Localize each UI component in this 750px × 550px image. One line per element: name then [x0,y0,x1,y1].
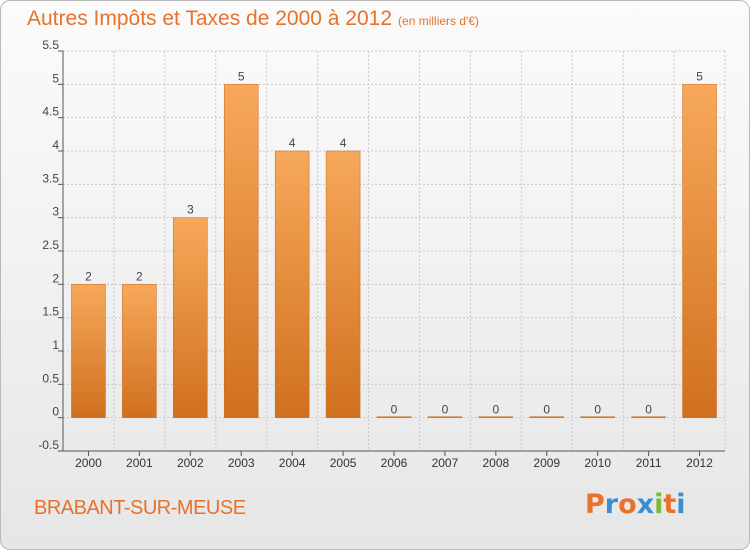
data-label-2004: 4 [289,136,296,150]
place-name: BRABANT-SUR-MEUSE [34,497,246,519]
y-tick-label: 2.5 [42,238,59,252]
labels: -0.5 0 0.5 1 1.5 2 2.5 3 3.5 4 4.5 5 5.5 2 2000 2 2001 3 2… [38,38,713,470]
x-tick-label-2009: 2009 [533,456,560,470]
logo-letter: t [663,489,677,520]
y-tick-label: 5 [52,71,59,85]
y-tick-label: 3.5 [42,171,59,185]
bar-2001 [122,284,157,418]
y-tick-label: 1.5 [42,305,59,319]
x-tick-label-2003: 2003 [228,456,255,470]
logo-letter: o [618,489,637,520]
data-label-2003: 5 [238,69,245,83]
axes [58,50,725,456]
x-tick-label-2011: 2011 [636,456,662,470]
chart-title-text: Autres Impôts et Taxes de 2000 à 2012 [27,7,393,30]
bar-2011 [631,416,666,418]
data-label-2005: 4 [340,136,347,150]
x-tick-label-2000: 2000 [75,456,102,470]
bar-2002 [173,217,208,418]
logo-letter: i [654,489,664,520]
logo-letter: i [676,489,686,520]
proxiti-logo: Proxiti [585,489,686,520]
x-tick-label-2005: 2005 [330,456,357,470]
data-label-2010: 0 [594,403,601,417]
logo-letter: x [636,489,655,520]
grid-lines [62,50,726,452]
y-tick-label: 0 [52,405,59,419]
x-tick-label-2010: 2010 [584,456,611,470]
bar-2009 [529,416,565,418]
y-tick-label: 1 [52,338,59,352]
chart-subtitle: (en milliers d'€) [398,14,480,28]
bar-2008 [478,416,514,418]
bar-2010 [580,416,615,418]
x-tick-label-2001: 2001 [126,456,153,470]
y-tick-label: 0.5 [42,371,59,385]
data-label-2008: 0 [493,403,500,417]
data-label-2012: 5 [696,69,703,83]
data-label-2009: 0 [543,403,550,417]
y-tick-label: 3 [52,205,59,219]
y-tick-label: -0.5 [38,438,59,452]
y-tick-label: 4 [52,138,59,152]
data-label-2007: 0 [442,403,449,417]
data-label-2001: 2 [136,269,143,283]
x-tick-label-2002: 2002 [177,456,204,470]
bar-2004 [274,150,310,418]
data-label-2011: 0 [645,403,652,417]
y-tick-label: 2 [52,271,59,285]
x-tick-label-2004: 2004 [279,456,306,470]
bars [71,84,717,418]
logo-letter: P [585,489,605,520]
bar-2000 [71,284,106,418]
x-tick-label-2006: 2006 [381,456,408,470]
bar-2006 [376,416,412,418]
bar-2005 [325,150,361,418]
y-tick-label: 5.5 [42,38,59,52]
x-tick-label-2007: 2007 [432,456,459,470]
y-tick-label: 4.5 [42,105,59,119]
chart-title: Autres Impôts et Taxes de 2000 à 2012 (en… [27,7,479,31]
x-tick-label-2012: 2012 [686,456,713,470]
bar-2003 [223,84,259,418]
data-label-2002: 3 [187,203,194,217]
logo-letter: r [604,489,619,520]
bar-2007 [427,416,463,418]
bar-2012 [682,84,717,418]
data-label-2006: 0 [391,403,398,417]
data-label-2000: 2 [85,269,92,283]
x-tick-label-2008: 2008 [482,456,509,470]
